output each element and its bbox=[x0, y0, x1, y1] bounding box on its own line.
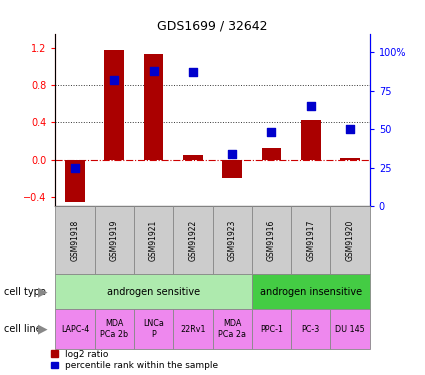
Point bbox=[307, 103, 314, 109]
Text: GSM91921: GSM91921 bbox=[149, 219, 158, 261]
Text: 22Rv1: 22Rv1 bbox=[180, 324, 206, 334]
Bar bbox=[105, 50, 124, 160]
Text: MDA
PCa 2a: MDA PCa 2a bbox=[218, 320, 246, 339]
FancyBboxPatch shape bbox=[94, 206, 134, 274]
Text: DU 145: DU 145 bbox=[335, 324, 365, 334]
FancyBboxPatch shape bbox=[55, 206, 94, 274]
Bar bbox=[183, 155, 203, 160]
Text: ▶: ▶ bbox=[38, 285, 47, 298]
Point bbox=[111, 77, 118, 83]
Bar bbox=[262, 147, 281, 160]
Text: cell type: cell type bbox=[4, 286, 46, 297]
FancyBboxPatch shape bbox=[173, 206, 212, 274]
FancyBboxPatch shape bbox=[291, 206, 331, 274]
Text: GSM91923: GSM91923 bbox=[228, 219, 237, 261]
Text: androgen insensitive: androgen insensitive bbox=[260, 286, 362, 297]
Text: GSM91920: GSM91920 bbox=[346, 219, 354, 261]
FancyBboxPatch shape bbox=[331, 309, 370, 349]
Point bbox=[268, 129, 275, 135]
FancyBboxPatch shape bbox=[94, 309, 134, 349]
Bar bbox=[65, 160, 85, 202]
FancyBboxPatch shape bbox=[173, 309, 212, 349]
Text: GSM91918: GSM91918 bbox=[71, 219, 79, 261]
Text: GSM91917: GSM91917 bbox=[306, 219, 315, 261]
Legend: log2 ratio, percentile rank within the sample: log2 ratio, percentile rank within the s… bbox=[51, 350, 218, 370]
Text: MDA
PCa 2b: MDA PCa 2b bbox=[100, 320, 128, 339]
Text: GSM91922: GSM91922 bbox=[188, 219, 197, 261]
Point bbox=[150, 68, 157, 74]
Text: cell line: cell line bbox=[4, 324, 42, 334]
FancyBboxPatch shape bbox=[212, 309, 252, 349]
Title: GDS1699 / 32642: GDS1699 / 32642 bbox=[157, 20, 268, 33]
Text: GSM91916: GSM91916 bbox=[267, 219, 276, 261]
FancyBboxPatch shape bbox=[134, 309, 173, 349]
Text: PC-3: PC-3 bbox=[302, 324, 320, 334]
Bar bbox=[144, 54, 163, 160]
Bar bbox=[301, 120, 320, 160]
FancyBboxPatch shape bbox=[134, 206, 173, 274]
FancyBboxPatch shape bbox=[331, 206, 370, 274]
Point bbox=[71, 165, 78, 171]
Text: LNCa
P: LNCa P bbox=[143, 320, 164, 339]
Point bbox=[229, 151, 235, 157]
Point bbox=[190, 69, 196, 75]
FancyBboxPatch shape bbox=[55, 274, 252, 309]
Text: LAPC-4: LAPC-4 bbox=[61, 324, 89, 334]
FancyBboxPatch shape bbox=[252, 206, 291, 274]
FancyBboxPatch shape bbox=[291, 309, 331, 349]
FancyBboxPatch shape bbox=[55, 309, 94, 349]
FancyBboxPatch shape bbox=[252, 274, 370, 309]
Bar bbox=[340, 158, 360, 160]
Text: ▶: ▶ bbox=[38, 322, 47, 336]
Bar bbox=[222, 160, 242, 178]
Text: androgen sensitive: androgen sensitive bbox=[107, 286, 200, 297]
Point bbox=[347, 126, 354, 132]
FancyBboxPatch shape bbox=[212, 206, 252, 274]
FancyBboxPatch shape bbox=[252, 309, 291, 349]
Text: PPC-1: PPC-1 bbox=[260, 324, 283, 334]
Text: GSM91919: GSM91919 bbox=[110, 219, 119, 261]
